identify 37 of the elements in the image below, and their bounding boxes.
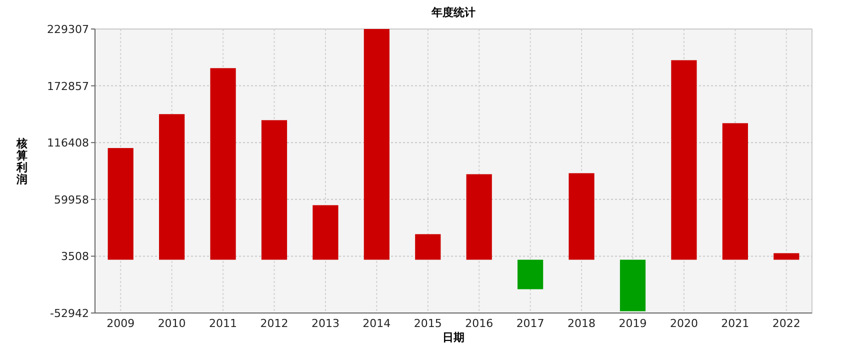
- bar: [415, 234, 441, 260]
- x-tick-label: 2012: [260, 317, 288, 330]
- x-tick-label: 2010: [158, 317, 186, 330]
- y-tick-label: -52942: [50, 307, 89, 320]
- x-tick-label: 2022: [772, 317, 800, 330]
- x-tick-label: 2018: [568, 317, 596, 330]
- bar: [159, 114, 185, 260]
- bar: [774, 253, 800, 260]
- chart-title: 年度统计: [430, 6, 476, 19]
- bar: [108, 148, 134, 260]
- x-tick-label: 2009: [106, 317, 135, 330]
- bar: [312, 205, 338, 260]
- x-tick-label: 2013: [311, 317, 340, 330]
- y-tick-label: 3508: [61, 250, 89, 264]
- bar: [671, 60, 697, 260]
- y-tick-label: 172857: [47, 80, 89, 93]
- bar: [722, 123, 748, 260]
- x-tick-label: 2015: [414, 317, 442, 330]
- x-tick-label: 2011: [209, 317, 238, 330]
- bar: [568, 173, 594, 260]
- bar: [518, 260, 544, 290]
- bar: [466, 174, 492, 260]
- bar: [364, 29, 390, 260]
- x-tick-label: 2017: [516, 317, 544, 330]
- y-tick-label: 116408: [47, 136, 89, 150]
- x-tick-label: 2014: [362, 317, 391, 330]
- bar: [210, 68, 236, 260]
- y-axis-title: 核算利润: [16, 137, 28, 186]
- y-tick-label: 59958: [54, 193, 89, 206]
- x-tick-label: 2021: [721, 317, 750, 330]
- x-axis-title: 日期: [442, 331, 464, 344]
- bar: [261, 120, 288, 260]
- x-tick-label: 2019: [618, 317, 647, 330]
- x-tick-label: 2020: [670, 317, 698, 330]
- bar: [620, 260, 646, 312]
- x-tick-label: 2016: [465, 317, 494, 330]
- y-tick-label: 229307: [47, 23, 89, 36]
